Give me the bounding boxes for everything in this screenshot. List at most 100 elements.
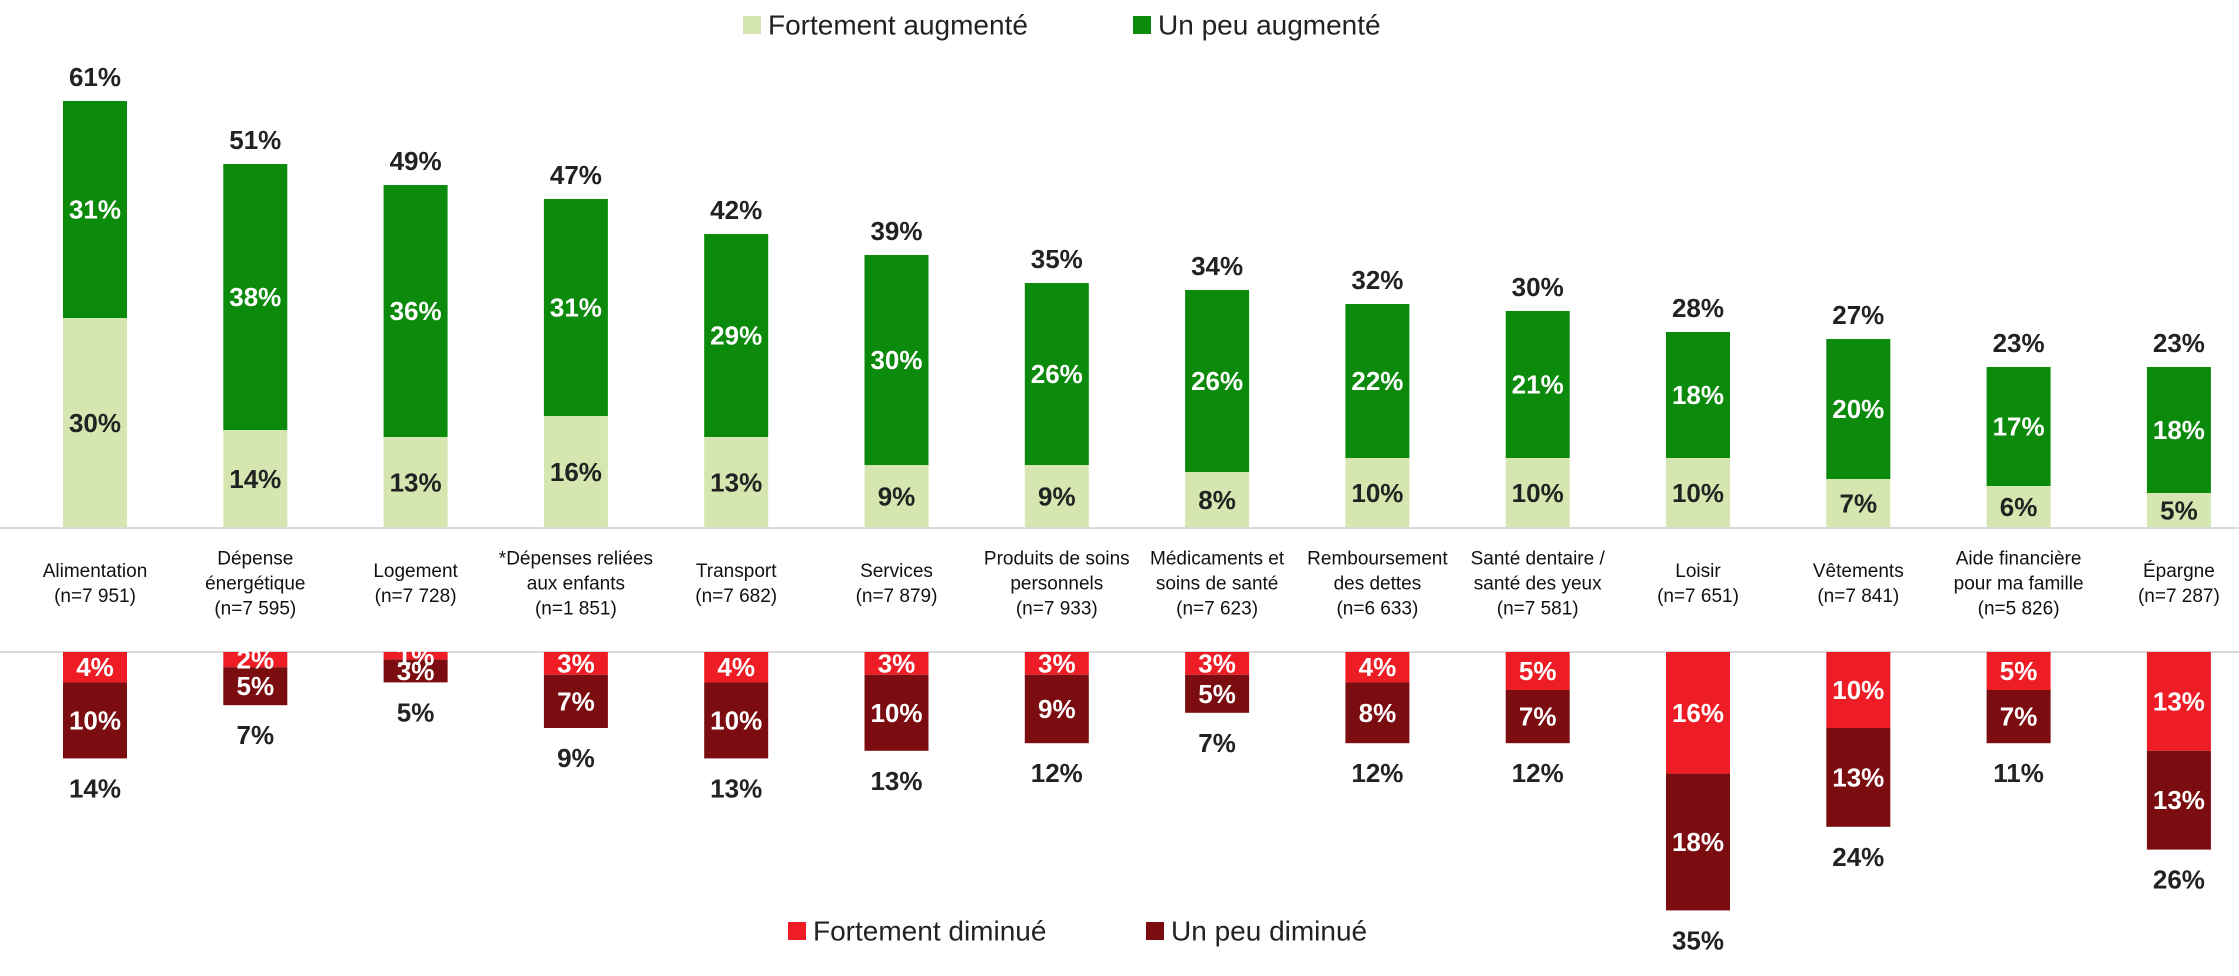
total-increase-label: 32% <box>1351 265 1403 295</box>
legend-bottom: Fortement diminué Un peu diminué <box>788 916 1367 947</box>
category-label: Dépense énergétique (n=7 595) <box>205 549 305 620</box>
label-some-increase: 31% <box>69 195 121 225</box>
category-label: *Dépenses reliées aux enfants (n=1 851) <box>499 549 653 620</box>
label-some-increase: 18% <box>1672 380 1724 410</box>
category-label: Épargne (n=7 287) <box>2138 561 2220 607</box>
label-strong-decrease: 13% <box>2153 686 2205 716</box>
bar-strong-increase <box>63 318 127 528</box>
bar-strong-decrease <box>543 652 608 675</box>
label-some-decrease: 5% <box>1198 679 1236 709</box>
total-decrease-label: 13% <box>870 766 922 796</box>
label-strong-decrease: 4% <box>717 652 755 682</box>
label-strong-decrease: 3% <box>878 648 916 678</box>
bar-strong-decrease <box>864 652 929 675</box>
label-strong-increase: 13% <box>710 468 762 498</box>
total-increase-label: 39% <box>870 216 922 246</box>
bar-some-decrease <box>2146 750 2211 850</box>
bar-some-decrease <box>1986 690 2051 744</box>
legend-label: Un peu augmenté <box>1158 10 1381 41</box>
bar-strong-increase <box>1185 472 1250 528</box>
bar-strong-decrease <box>63 652 127 683</box>
legend-label: Un peu diminué <box>1171 916 1367 947</box>
total-increase-label: 42% <box>710 195 762 225</box>
bars-decrease: 4%10%14%2%5%7%1%3%5%3%7%9%4%10%13%3%10%1… <box>63 641 2211 955</box>
label-some-increase: 31% <box>550 293 602 323</box>
label-some-decrease: 3% <box>397 656 435 686</box>
bar-strong-increase <box>1505 458 1570 528</box>
bar-some-increase <box>2146 367 2211 493</box>
bar-some-decrease <box>704 682 769 759</box>
category-label: Vêtements (n=7 841) <box>1813 561 1904 607</box>
label-strong-decrease: 5% <box>1519 656 1557 686</box>
bar-some-increase <box>1024 283 1089 465</box>
bar-some-decrease <box>223 667 288 706</box>
bar-some-increase <box>383 185 448 437</box>
bar-strong-decrease <box>1505 652 1570 690</box>
label-strong-decrease: 10% <box>1832 675 1884 705</box>
label-strong-increase: 30% <box>69 408 121 438</box>
label-strong-increase: 10% <box>1351 478 1403 508</box>
bar-some-increase <box>543 199 608 416</box>
label-some-increase: 22% <box>1351 366 1403 396</box>
total-increase-label: 23% <box>1993 328 2045 358</box>
total-increase-label: 51% <box>229 125 281 155</box>
total-increase-label: 47% <box>550 160 602 190</box>
total-decrease-label: 14% <box>69 773 121 803</box>
label-strong-increase: 16% <box>550 457 602 487</box>
bar-some-increase <box>63 101 127 318</box>
label-some-decrease: 18% <box>1672 827 1724 857</box>
label-some-decrease: 10% <box>870 698 922 728</box>
label-strong-decrease: 3% <box>557 648 595 678</box>
label-some-increase: 29% <box>710 321 762 351</box>
label-strong-decrease: 2% <box>237 645 275 675</box>
bar-some-increase <box>1986 367 2051 486</box>
bar-strong-decrease <box>1024 652 1089 675</box>
label-some-increase: 38% <box>229 282 281 312</box>
total-decrease-label: 13% <box>710 773 762 803</box>
total-increase-label: 49% <box>390 146 442 176</box>
total-increase-label: 23% <box>2153 328 2205 358</box>
bar-strong-decrease <box>2146 652 2211 751</box>
label-some-increase: 21% <box>1512 370 1564 400</box>
label-some-increase: 26% <box>1191 366 1243 396</box>
bar-some-decrease <box>63 682 127 759</box>
label-strong-increase: 6% <box>2000 492 2038 522</box>
label-strong-decrease: 3% <box>1038 648 1076 678</box>
label-some-decrease: 10% <box>69 705 121 735</box>
bar-strong-decrease <box>1185 652 1250 675</box>
category-label: Alimentation (n=7 951) <box>43 561 148 607</box>
label-some-decrease: 7% <box>557 686 595 716</box>
label-strong-decrease: 3% <box>1198 648 1236 678</box>
bar-some-decrease <box>543 674 608 728</box>
label-strong-decrease: 5% <box>2000 656 2038 686</box>
total-decrease-label: 5% <box>397 697 435 727</box>
total-decrease-label: 24% <box>1832 842 1884 872</box>
bar-strong-increase <box>543 416 608 528</box>
label-some-increase: 17% <box>1993 412 2045 442</box>
bar-some-decrease <box>1185 674 1250 713</box>
bar-some-decrease <box>1826 728 1891 827</box>
category-label: Remboursement des dettes (n=6 633) <box>1307 549 1448 620</box>
label-some-decrease: 10% <box>710 705 762 735</box>
category-labels: Alimentation (n=7 951) Dépense énergétique(… <box>43 549 2220 620</box>
label-some-increase: 30% <box>870 345 922 375</box>
bar-some-increase <box>1185 290 1250 472</box>
bars-increase: 30% 31% 61% 14% 38% 51% 13% 36% 49% 16% 31% 47% 13% 2… <box>63 62 2211 528</box>
label-strong-increase: 9% <box>1038 482 1076 512</box>
legend-label: Fortement augmenté <box>768 10 1028 41</box>
bar-some-decrease <box>1505 690 1570 744</box>
legend-top: Fortement augmenté Un peu augmenté <box>743 10 1381 41</box>
category-label: Aide financière pour ma famille (n=5 826) <box>1954 549 2084 620</box>
label-strong-decrease: 16% <box>1672 698 1724 728</box>
bar-strong-decrease <box>383 652 448 660</box>
label-some-decrease: 7% <box>1519 702 1557 732</box>
bar-some-decrease <box>383 659 448 683</box>
bar-strong-decrease <box>704 652 769 683</box>
label-some-decrease: 9% <box>1038 694 1076 724</box>
bar-some-decrease <box>864 674 929 751</box>
total-decrease-label: 11% <box>1993 758 2044 788</box>
total-increase-label: 61% <box>69 62 121 92</box>
legend-swatch <box>788 922 806 940</box>
bar-some-increase <box>1666 332 1730 458</box>
